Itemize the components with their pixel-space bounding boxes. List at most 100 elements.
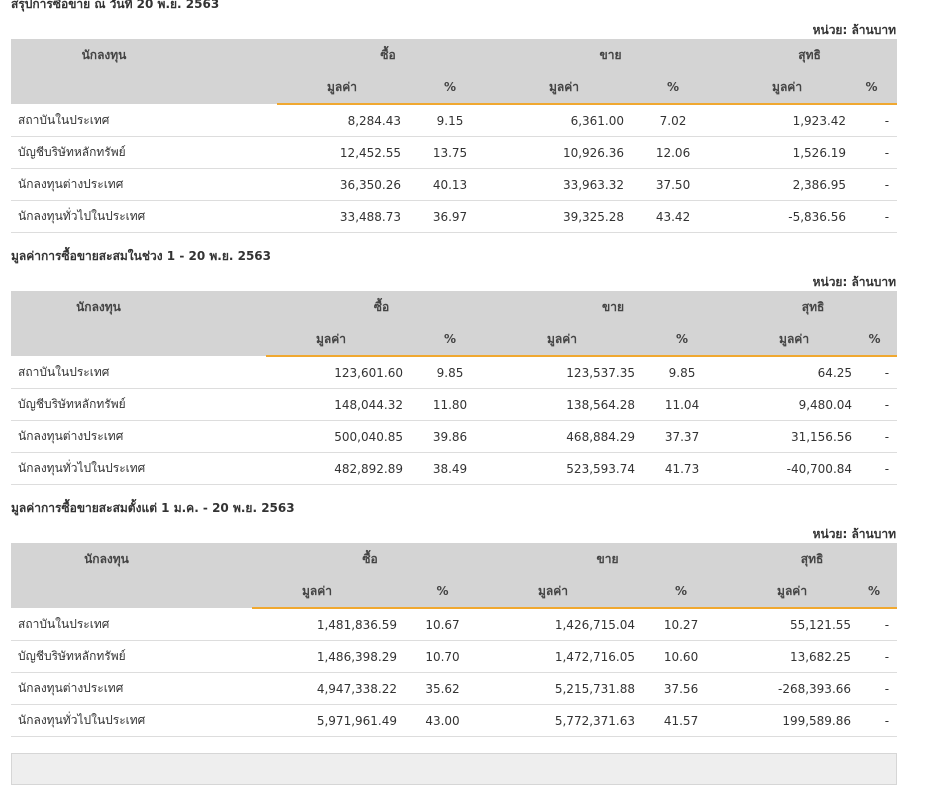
net-percent: - bbox=[846, 136, 898, 169]
investor-name: นักลงทุนทั่วไปในประเทศ bbox=[11, 200, 277, 233]
sell-percent: 43.42 bbox=[624, 200, 723, 233]
unit-label: หน่วย: ล้านบาท bbox=[812, 275, 896, 289]
net-percent: - bbox=[852, 388, 898, 421]
buy-percent: 35.62 bbox=[397, 672, 489, 705]
footer-notice-box bbox=[11, 753, 897, 785]
buy-value: 1,486,398.29 bbox=[252, 640, 397, 673]
buy-percent-subheader: % bbox=[397, 575, 489, 609]
net-value: -5,836.56 bbox=[722, 200, 847, 233]
sell-value: 33,963.32 bbox=[499, 168, 625, 201]
net-percent-subheader: % bbox=[852, 323, 898, 357]
net-value: 199,589.86 bbox=[727, 704, 852, 737]
sell-percent: 37.50 bbox=[624, 168, 723, 201]
sell-percent: 37.56 bbox=[635, 672, 728, 705]
sell-percent: 41.73 bbox=[635, 452, 730, 485]
buy-value-subheader: มูลค่า bbox=[277, 71, 401, 105]
buy-value: 148,044.32 bbox=[266, 388, 403, 421]
table-row: นักลงทุนทั่วไปในประเทศ 33,488.73 36.97 3… bbox=[11, 200, 898, 233]
buy-percent: 10.67 bbox=[397, 608, 489, 641]
buy-percent: 38.49 bbox=[403, 452, 498, 485]
investor-name: นักลงทุนต่างประเทศ bbox=[11, 672, 252, 705]
investor-name: บัญชีบริษัทหลักทรัพย์ bbox=[11, 136, 277, 169]
net-percent: - bbox=[852, 452, 898, 485]
buy-percent: 43.00 bbox=[397, 704, 489, 737]
buy-percent: 10.70 bbox=[397, 640, 489, 673]
trading-table: นักลงทุน ซื้อ ขาย สุทธิ มูลค่า % มูลค่า … bbox=[11, 543, 898, 737]
table-row: สถาบันในประเทศ 8,284.43 9.15 6,361.00 7.… bbox=[11, 104, 898, 137]
net-value: 31,156.56 bbox=[729, 420, 853, 453]
sell-value: 10,926.36 bbox=[499, 136, 625, 169]
table-row: สถาบันในประเทศ 1,481,836.59 10.67 1,426,… bbox=[11, 608, 898, 641]
investor-name: บัญชีบริษัทหลักทรัพย์ bbox=[11, 640, 252, 673]
investor-name: สถาบันในประเทศ bbox=[11, 608, 252, 641]
sell-value: 138,564.28 bbox=[497, 388, 636, 421]
section-title: มูลค่าการซื้อขายสะสมตั้งแต่ 1 ม.ค. - 20 … bbox=[11, 501, 295, 515]
net-value-subheader: มูลค่า bbox=[727, 575, 852, 609]
sell-percent: 10.60 bbox=[635, 640, 728, 673]
sell-value: 39,325.28 bbox=[499, 200, 625, 233]
net-value: 64.25 bbox=[729, 356, 853, 389]
table-row: นักลงทุนทั่วไปในประเทศ 482,892.89 38.49 … bbox=[11, 452, 898, 485]
investor-name: บัญชีบริษัทหลักทรัพย์ bbox=[11, 388, 266, 421]
table-row: นักลงทุนต่างประเทศ 500,040.85 39.86 468,… bbox=[11, 420, 898, 453]
sell-header: ขาย bbox=[488, 543, 728, 575]
trading-table: นักลงทุน ซื้อ ขาย สุทธิ มูลค่า % มูลค่า … bbox=[11, 291, 898, 485]
blank-subheader bbox=[11, 575, 252, 608]
buy-value: 500,040.85 bbox=[266, 420, 403, 453]
net-value: 13,682.25 bbox=[727, 640, 852, 673]
net-value-subheader: มูลค่า bbox=[729, 323, 853, 357]
buy-value-subheader: มูลค่า bbox=[266, 323, 403, 357]
sell-percent: 11.04 bbox=[635, 388, 730, 421]
sell-percent-subheader: % bbox=[635, 323, 730, 357]
table-row: นักลงทุนต่างประเทศ 4,947,338.22 35.62 5,… bbox=[11, 672, 898, 705]
unit-label: หน่วย: ล้านบาท bbox=[812, 527, 896, 541]
net-percent: - bbox=[852, 356, 898, 389]
sell-percent-subheader: % bbox=[635, 575, 728, 609]
net-percent: - bbox=[851, 640, 898, 673]
net-percent: - bbox=[846, 200, 898, 233]
buy-percent: 11.80 bbox=[403, 388, 498, 421]
blank-subheader bbox=[11, 323, 266, 356]
table-row: นักลงทุนต่างประเทศ 36,350.26 40.13 33,96… bbox=[11, 168, 898, 201]
section-title: สรุปการซื้อขาย ณ วันที่ 20 พ.ย. 2563 bbox=[11, 0, 220, 11]
trading-table: นักลงทุน ซื้อ ขาย สุทธิ มูลค่า % มูลค่า … bbox=[11, 39, 898, 233]
buy-header: ซื้อ bbox=[277, 39, 500, 71]
table-row: บัญชีบริษัทหลักทรัพย์ 1,486,398.29 10.70… bbox=[11, 640, 898, 673]
sell-percent: 9.85 bbox=[635, 356, 730, 389]
sell-value: 1,472,716.05 bbox=[488, 640, 636, 673]
net-value: 1,526.19 bbox=[722, 136, 847, 169]
net-value: 9,480.04 bbox=[729, 388, 853, 421]
net-value-subheader: มูลค่า bbox=[722, 71, 847, 105]
investor-header: นักลงทุน bbox=[11, 291, 266, 323]
buy-percent: 39.86 bbox=[403, 420, 498, 453]
investor-name: สถาบันในประเทศ bbox=[11, 356, 266, 389]
buy-value: 36,350.26 bbox=[277, 168, 401, 201]
buy-value-subheader: มูลค่า bbox=[252, 575, 397, 609]
net-header: สุทธิ bbox=[727, 543, 898, 575]
net-value: -40,700.84 bbox=[729, 452, 853, 485]
sell-value: 6,361.00 bbox=[499, 104, 625, 137]
net-percent-subheader: % bbox=[851, 575, 898, 609]
net-percent: - bbox=[851, 672, 898, 705]
buy-value: 12,452.55 bbox=[277, 136, 401, 169]
sell-value: 523,593.74 bbox=[497, 452, 636, 485]
net-value: 55,121.55 bbox=[727, 608, 852, 641]
table-row: บัญชีบริษัทหลักทรัพย์ 148,044.32 11.80 1… bbox=[11, 388, 898, 421]
sell-percent: 37.37 bbox=[635, 420, 730, 453]
net-percent-subheader: % bbox=[846, 71, 898, 105]
buy-header: ซื้อ bbox=[266, 291, 498, 323]
sell-percent: 41.57 bbox=[635, 704, 728, 737]
unit-label: หน่วย: ล้านบาท bbox=[812, 23, 896, 37]
net-value: 2,386.95 bbox=[722, 168, 847, 201]
buy-percent: 36.97 bbox=[401, 200, 500, 233]
net-percent: - bbox=[851, 704, 898, 737]
sell-percent: 10.27 bbox=[635, 608, 728, 641]
investor-header: นักลงทุน bbox=[11, 543, 252, 575]
buy-percent-subheader: % bbox=[403, 323, 498, 357]
net-percent: - bbox=[846, 104, 898, 137]
net-percent: - bbox=[852, 420, 898, 453]
sell-percent-subheader: % bbox=[624, 71, 723, 105]
table-row: สถาบันในประเทศ 123,601.60 9.85 123,537.3… bbox=[11, 356, 898, 389]
buy-value: 8,284.43 bbox=[277, 104, 401, 137]
table-row: บัญชีบริษัทหลักทรัพย์ 12,452.55 13.75 10… bbox=[11, 136, 898, 169]
